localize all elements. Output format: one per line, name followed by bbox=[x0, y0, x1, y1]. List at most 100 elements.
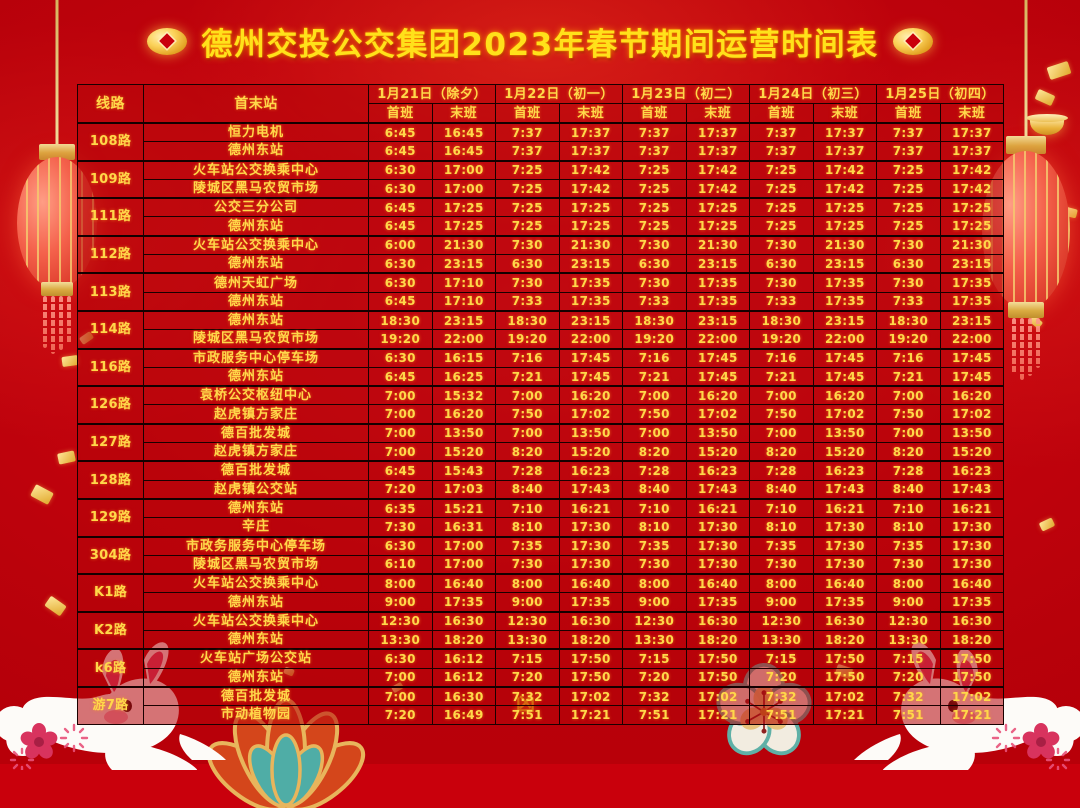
cell-last-shift: 17:42 bbox=[939, 159, 1005, 180]
cell-first-shift: 7:37 bbox=[749, 141, 814, 162]
cell-first-shift: 7:15 bbox=[622, 648, 687, 669]
cell-last-shift: 17:42 bbox=[685, 159, 751, 180]
cell-last-shift: 17:50 bbox=[685, 667, 751, 688]
cell-first-shift: 7:28 bbox=[749, 460, 814, 481]
cell-first-shift: 8:00 bbox=[495, 573, 560, 594]
cell-last-shift: 16:45 bbox=[431, 122, 497, 143]
cell-last-shift: 23:15 bbox=[431, 309, 497, 331]
cell-last-shift: 17:35 bbox=[431, 592, 497, 613]
cell-last-shift: 16:40 bbox=[685, 573, 751, 594]
cell-first-shift: 13:30 bbox=[495, 630, 560, 650]
cell-station: 公交三分公司 bbox=[143, 197, 369, 218]
cell-route: 111路 bbox=[77, 197, 144, 237]
cell-last-shift: 17:37 bbox=[939, 122, 1005, 143]
header-first-shift: 首班 bbox=[749, 103, 814, 124]
cell-first-shift: 7:00 bbox=[495, 422, 560, 444]
cell-last-shift: 16:20 bbox=[939, 385, 1005, 406]
table-row: 德州东站 6:45 16:45 7:37 17:37 7:37 17:37 7:37 17:37… bbox=[78, 141, 1005, 162]
cell-station: 陵城区黑马农贸市场 bbox=[143, 329, 369, 350]
cell-last-shift: 16:30 bbox=[685, 610, 751, 632]
cell-last-shift: 17:35 bbox=[558, 272, 624, 293]
cell-first-shift: 7:51 bbox=[876, 705, 941, 725]
cell-route: K1路 bbox=[77, 573, 144, 613]
lantern-cord bbox=[1024, 0, 1028, 142]
cell-first-shift: 8:40 bbox=[749, 479, 814, 500]
cell-last-shift: 17:50 bbox=[812, 648, 878, 669]
cell-last-shift: 22:00 bbox=[558, 329, 624, 350]
cell-first-shift: 7:35 bbox=[876, 535, 941, 556]
cell-first-shift: 7:20 bbox=[368, 705, 433, 725]
cell-route: 304路 bbox=[77, 535, 144, 575]
cell-route: K2路 bbox=[77, 610, 144, 650]
cell-last-shift: 17:25 bbox=[558, 197, 624, 218]
cell-last-shift: 23:15 bbox=[558, 254, 624, 274]
cell-first-shift: 7:33 bbox=[622, 291, 687, 312]
cell-last-shift: 17:25 bbox=[812, 216, 878, 237]
cell-first-shift: 7:37 bbox=[622, 141, 687, 162]
cell-station: 火车站公交换乘中心 bbox=[143, 573, 369, 594]
table-row: 129路 德州东站 6:35 15:21 7:10 16:21 7:10 16:21 7:10 1… bbox=[77, 497, 1005, 538]
cell-last-shift: 16:23 bbox=[939, 460, 1005, 481]
cell-last-shift: 17:42 bbox=[558, 178, 624, 199]
table-body: 108路 恒力电机 6:45 16:45 7:37 17:37 7:37 17:37 7:37 1… bbox=[77, 122, 1005, 725]
cell-first-shift: 6:45 bbox=[368, 216, 433, 237]
cell-last-shift: 13:50 bbox=[431, 422, 497, 444]
cell-last-shift: 21:30 bbox=[685, 234, 751, 256]
cell-last-shift: 17:25 bbox=[939, 216, 1005, 237]
cell-last-shift: 17:25 bbox=[685, 216, 751, 237]
cell-first-shift: 7:25 bbox=[749, 178, 814, 199]
header-date-4: 1月25日（初四） bbox=[876, 84, 1005, 104]
cell-last-shift: 23:15 bbox=[431, 254, 497, 274]
cell-first-shift: 8:20 bbox=[622, 442, 687, 462]
cell-first-shift: 6:30 bbox=[368, 648, 433, 669]
cell-last-shift: 17:37 bbox=[812, 122, 878, 143]
cell-first-shift: 7:28 bbox=[622, 460, 687, 481]
header-last-shift: 末班 bbox=[812, 103, 878, 124]
cell-last-shift: 17:30 bbox=[812, 535, 878, 556]
cell-first-shift: 7:21 bbox=[495, 366, 560, 387]
cell-first-shift: 7:16 bbox=[749, 347, 814, 368]
cell-first-shift: 7:32 bbox=[495, 685, 560, 707]
table-row: 德州东站 6:45 17:25 7:25 17:25 7:25 17:25 7:25 17:25… bbox=[78, 216, 1005, 237]
cell-last-shift: 17:30 bbox=[558, 517, 624, 538]
cell-route: 114路 bbox=[77, 309, 144, 350]
cell-last-shift: 17:30 bbox=[939, 535, 1005, 556]
coin-icon bbox=[147, 27, 188, 55]
cell-first-shift: 7:30 bbox=[749, 272, 814, 293]
cell-last-shift: 17:30 bbox=[558, 554, 624, 575]
cell-first-shift: 7:30 bbox=[495, 554, 560, 575]
cell-station: 赵虎镇方家庄 bbox=[143, 442, 369, 462]
cell-last-shift: 17:30 bbox=[939, 554, 1005, 575]
cell-last-shift: 17:03 bbox=[431, 479, 497, 500]
cell-last-shift: 17:45 bbox=[685, 366, 751, 387]
cell-first-shift: 8:40 bbox=[876, 479, 941, 500]
cell-first-shift: 7:10 bbox=[495, 497, 560, 519]
cell-first-shift: 7:21 bbox=[749, 366, 814, 387]
cell-last-shift: 18:20 bbox=[939, 630, 1005, 650]
cell-last-shift: 17:35 bbox=[812, 291, 878, 312]
cell-first-shift: 7:25 bbox=[495, 216, 560, 237]
cell-last-shift: 17:25 bbox=[558, 216, 624, 237]
cell-first-shift: 7:00 bbox=[368, 404, 433, 425]
cell-first-shift: 18:30 bbox=[622, 309, 687, 331]
cell-station: 德百批发城 bbox=[143, 685, 369, 707]
table-row: 赵虎镇方家庄 7:00 15:20 8:20 15:20 8:20 15:20 8:20 15:… bbox=[78, 442, 1005, 462]
cell-last-shift: 15:20 bbox=[431, 442, 497, 462]
cell-first-shift: 6:30 bbox=[495, 254, 560, 274]
cell-last-shift: 17:37 bbox=[685, 122, 751, 143]
cell-last-shift: 16:30 bbox=[431, 610, 497, 632]
table-row: 114路 德州东站 18:30 23:15 18:30 23:15 18:30 23:15 18… bbox=[77, 309, 1005, 350]
cell-first-shift: 7:16 bbox=[622, 347, 687, 368]
cell-first-shift: 18:30 bbox=[368, 309, 433, 331]
cell-first-shift: 19:20 bbox=[749, 329, 814, 350]
cell-station: 德州天虹广场 bbox=[143, 272, 369, 293]
header-date-2: 1月23日（初二） bbox=[622, 84, 751, 104]
table-head: 线路 首末站 1月21日（除夕） 1月22日（初一） 1月23日（初二） 1月2… bbox=[77, 84, 1005, 124]
cell-first-shift: 6:30 bbox=[876, 254, 941, 274]
cell-first-shift: 19:20 bbox=[368, 329, 433, 350]
cell-last-shift: 17:50 bbox=[558, 667, 624, 688]
cell-last-shift: 17:35 bbox=[939, 291, 1005, 312]
header-first-shift: 首班 bbox=[876, 103, 941, 124]
table-row: 127路 德百批发城 7:00 13:50 7:00 13:50 7:00 13:50 7:00… bbox=[77, 422, 1005, 462]
cell-last-shift: 17:35 bbox=[558, 291, 624, 312]
